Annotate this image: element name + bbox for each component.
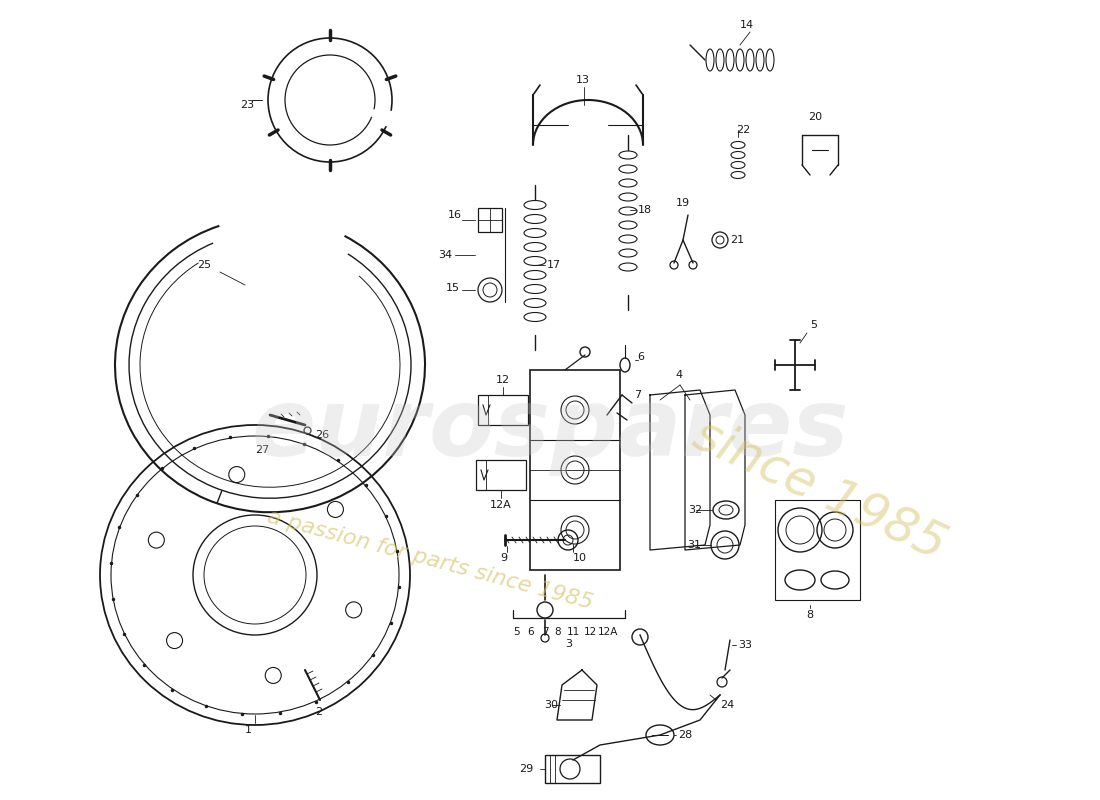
Text: a passion for parts since 1985: a passion for parts since 1985 xyxy=(265,507,595,613)
Text: 11: 11 xyxy=(566,627,580,637)
Text: 16: 16 xyxy=(448,210,462,220)
Bar xyxy=(544,755,600,783)
Text: 12A: 12A xyxy=(597,627,618,637)
Text: 25: 25 xyxy=(197,260,211,270)
Text: 5: 5 xyxy=(513,627,519,637)
Text: 14: 14 xyxy=(740,20,755,30)
Text: 6: 6 xyxy=(528,627,535,637)
Text: 20: 20 xyxy=(807,112,822,122)
Text: 22: 22 xyxy=(736,125,750,135)
Text: 23: 23 xyxy=(240,100,254,110)
Bar xyxy=(478,395,528,425)
Text: eurospares: eurospares xyxy=(251,384,849,476)
Text: 5: 5 xyxy=(810,320,817,330)
Text: 17: 17 xyxy=(547,260,561,270)
Text: since 1985: since 1985 xyxy=(686,410,954,570)
Text: 32: 32 xyxy=(688,505,702,515)
Text: 30: 30 xyxy=(544,700,558,710)
Text: 28: 28 xyxy=(678,730,692,740)
Text: 12: 12 xyxy=(583,627,596,637)
Text: 24: 24 xyxy=(720,700,735,710)
Text: 12: 12 xyxy=(496,375,510,385)
Text: 31: 31 xyxy=(688,540,701,550)
Text: 15: 15 xyxy=(446,283,460,293)
Text: 29: 29 xyxy=(519,764,534,774)
Text: 12A: 12A xyxy=(491,500,512,510)
Text: 26: 26 xyxy=(315,430,329,440)
Bar xyxy=(776,500,860,600)
Text: 9: 9 xyxy=(500,553,507,563)
Text: 8: 8 xyxy=(554,627,561,637)
Text: 1: 1 xyxy=(245,725,252,735)
Text: 18: 18 xyxy=(638,205,652,215)
Text: 4: 4 xyxy=(675,370,682,380)
Text: 7: 7 xyxy=(634,390,641,400)
Text: 10: 10 xyxy=(573,553,587,563)
Text: 27: 27 xyxy=(255,445,270,455)
Text: 3: 3 xyxy=(565,639,572,649)
Text: 19: 19 xyxy=(675,198,690,208)
Text: 2: 2 xyxy=(315,707,322,717)
Bar xyxy=(530,370,620,570)
Text: 7: 7 xyxy=(541,627,548,637)
Text: 34: 34 xyxy=(438,250,452,260)
Text: 33: 33 xyxy=(738,640,752,650)
Text: 21: 21 xyxy=(730,235,744,245)
Bar xyxy=(476,460,526,490)
Text: 6: 6 xyxy=(637,352,644,362)
Text: 13: 13 xyxy=(576,75,590,85)
Bar xyxy=(478,208,502,232)
Text: 8: 8 xyxy=(806,610,814,620)
